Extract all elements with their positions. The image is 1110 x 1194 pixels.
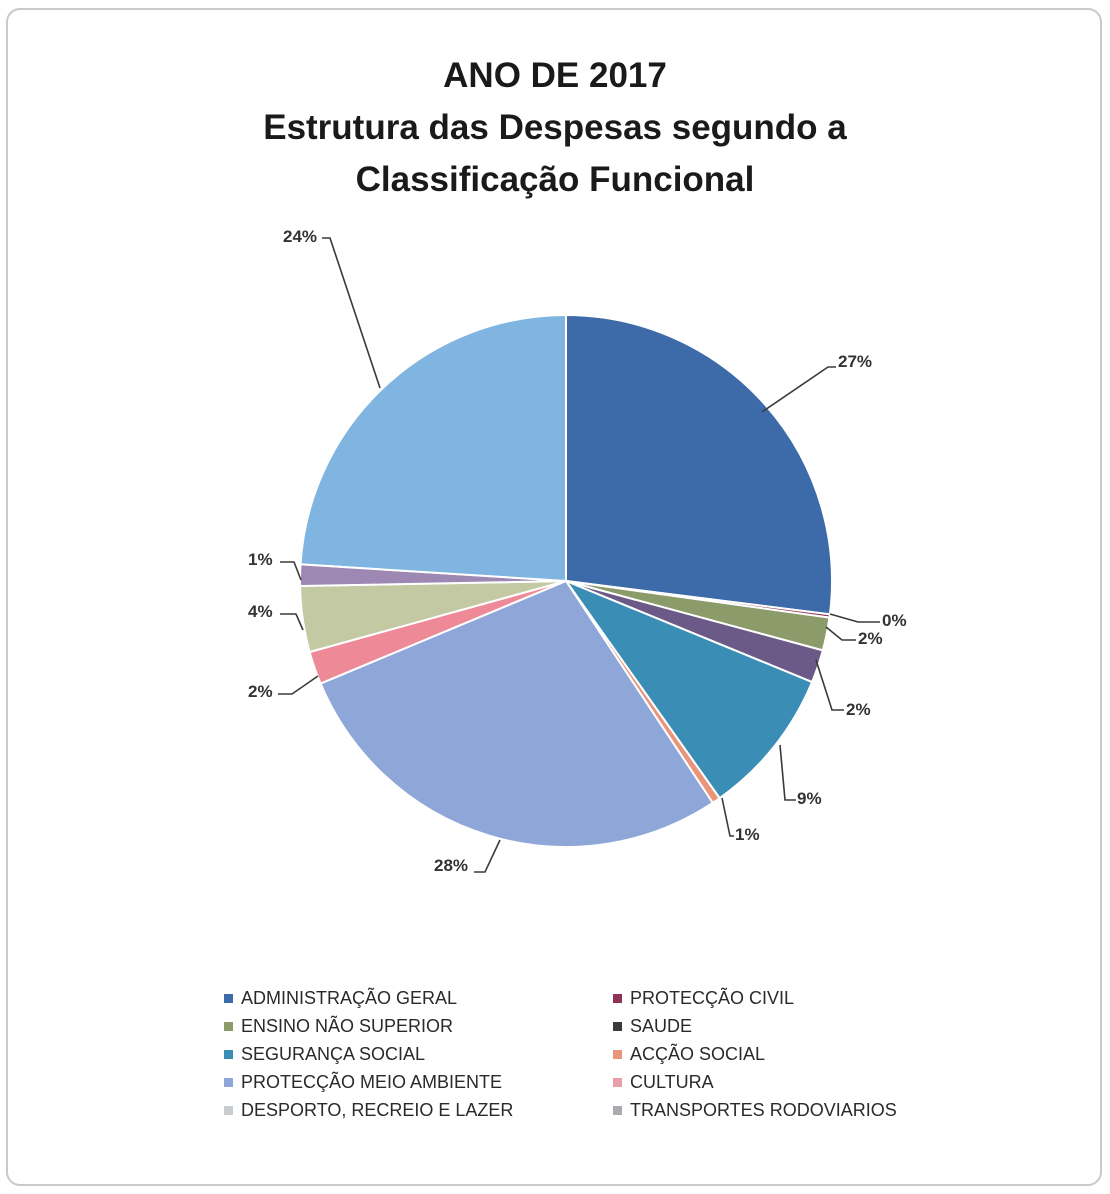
legend-label: CULTURA (630, 1071, 714, 1092)
legend-swatch (613, 1049, 622, 1059)
data-label-6: 1% (735, 825, 760, 844)
data-label-11: 24% (283, 227, 317, 246)
legend-item: ACÇÃO SOCIAL (613, 1041, 765, 1067)
legend-item: ENSINO NÃO SUPERIOR (224, 1013, 453, 1039)
pie-chart: 27%0%2%2%9%1%28%2%4%1%24% (248, 227, 907, 875)
legend-label: SAUDE (630, 1015, 693, 1036)
pie-slice-5 (563, 578, 814, 800)
pie-slice-7 (319, 579, 715, 848)
chart-title: ANO DE 2017 Estrutura das Despesas segun… (0, 50, 1110, 206)
legend-label: TRANSPORTES RODOVIARIOS (630, 1099, 897, 1120)
leader-line-10 (280, 561, 302, 581)
legend-label: ACÇÃO SOCIAL (630, 1043, 766, 1064)
legend-label: ENSINO NÃO SUPERIOR (241, 1015, 454, 1036)
chart-title-line-2: Estrutura das Despesas segundo a (263, 108, 847, 147)
legend-swatch (224, 1049, 233, 1059)
legend-label: PROTECÇÃO CIVIL (630, 987, 795, 1008)
data-label-2: 0% (882, 611, 907, 630)
legend-swatch (613, 1021, 622, 1031)
leader-line-5 (779, 744, 796, 801)
leader-line-1 (761, 366, 836, 413)
leader-line-11 (322, 237, 381, 389)
legend-item: SAUDE (613, 1013, 692, 1039)
data-label-4: 2% (846, 700, 871, 719)
legend-item: SEGURANÇA SOCIAL (224, 1041, 425, 1067)
data-label-9: 4% (248, 602, 273, 621)
data-label-10: 1% (248, 550, 273, 569)
legend-item: CULTURA (613, 1069, 714, 1095)
legend-swatch (224, 1105, 233, 1115)
legend-label: PROTECÇÃO MEIO AMBIENTE (241, 1071, 503, 1092)
legend-item: ADMINISTRAÇÃO GERAL (224, 985, 457, 1011)
chart-title-line-3: Classificação Funcional (355, 160, 755, 199)
data-label-7: 28% (434, 856, 468, 875)
legend-swatch (224, 1077, 233, 1087)
legend-item: PROTECÇÃO CIVIL (613, 985, 794, 1011)
chart-title-line-1: ANO DE 2017 (443, 56, 667, 95)
legend-item: PROTECÇÃO MEIO AMBIENTE (224, 1069, 502, 1095)
leader-line-7 (474, 839, 501, 873)
legend-item: TRANSPORTES RODOVIARIOS (613, 1097, 897, 1123)
pie-slice-11 (299, 313, 567, 583)
legend-label: SEGURANÇA SOCIAL (241, 1043, 426, 1064)
legend-item: DESPORTO, RECREIO E LAZER (224, 1097, 513, 1123)
legend-swatch (224, 1021, 233, 1031)
legend-swatch (613, 1105, 622, 1115)
data-label-1: 27% (838, 352, 872, 371)
pie-slice-1 (565, 313, 833, 616)
legend-swatch (613, 993, 622, 1003)
leader-line-6 (721, 797, 734, 837)
legend-swatch (224, 993, 233, 1003)
legend-swatch (613, 1077, 622, 1087)
data-label-5: 9% (797, 789, 822, 808)
leader-line-3 (825, 626, 856, 641)
leader-line-8 (278, 675, 319, 695)
data-label-8: 2% (248, 682, 273, 701)
data-label-3: 2% (858, 629, 883, 648)
leader-line-4 (815, 659, 844, 711)
legend-label: DESPORTO, RECREIO E LAZER (241, 1099, 514, 1120)
leader-line-2 (829, 613, 880, 623)
legend-label: ADMINISTRAÇÃO GERAL (241, 987, 458, 1008)
leader-line-9 (280, 613, 304, 631)
